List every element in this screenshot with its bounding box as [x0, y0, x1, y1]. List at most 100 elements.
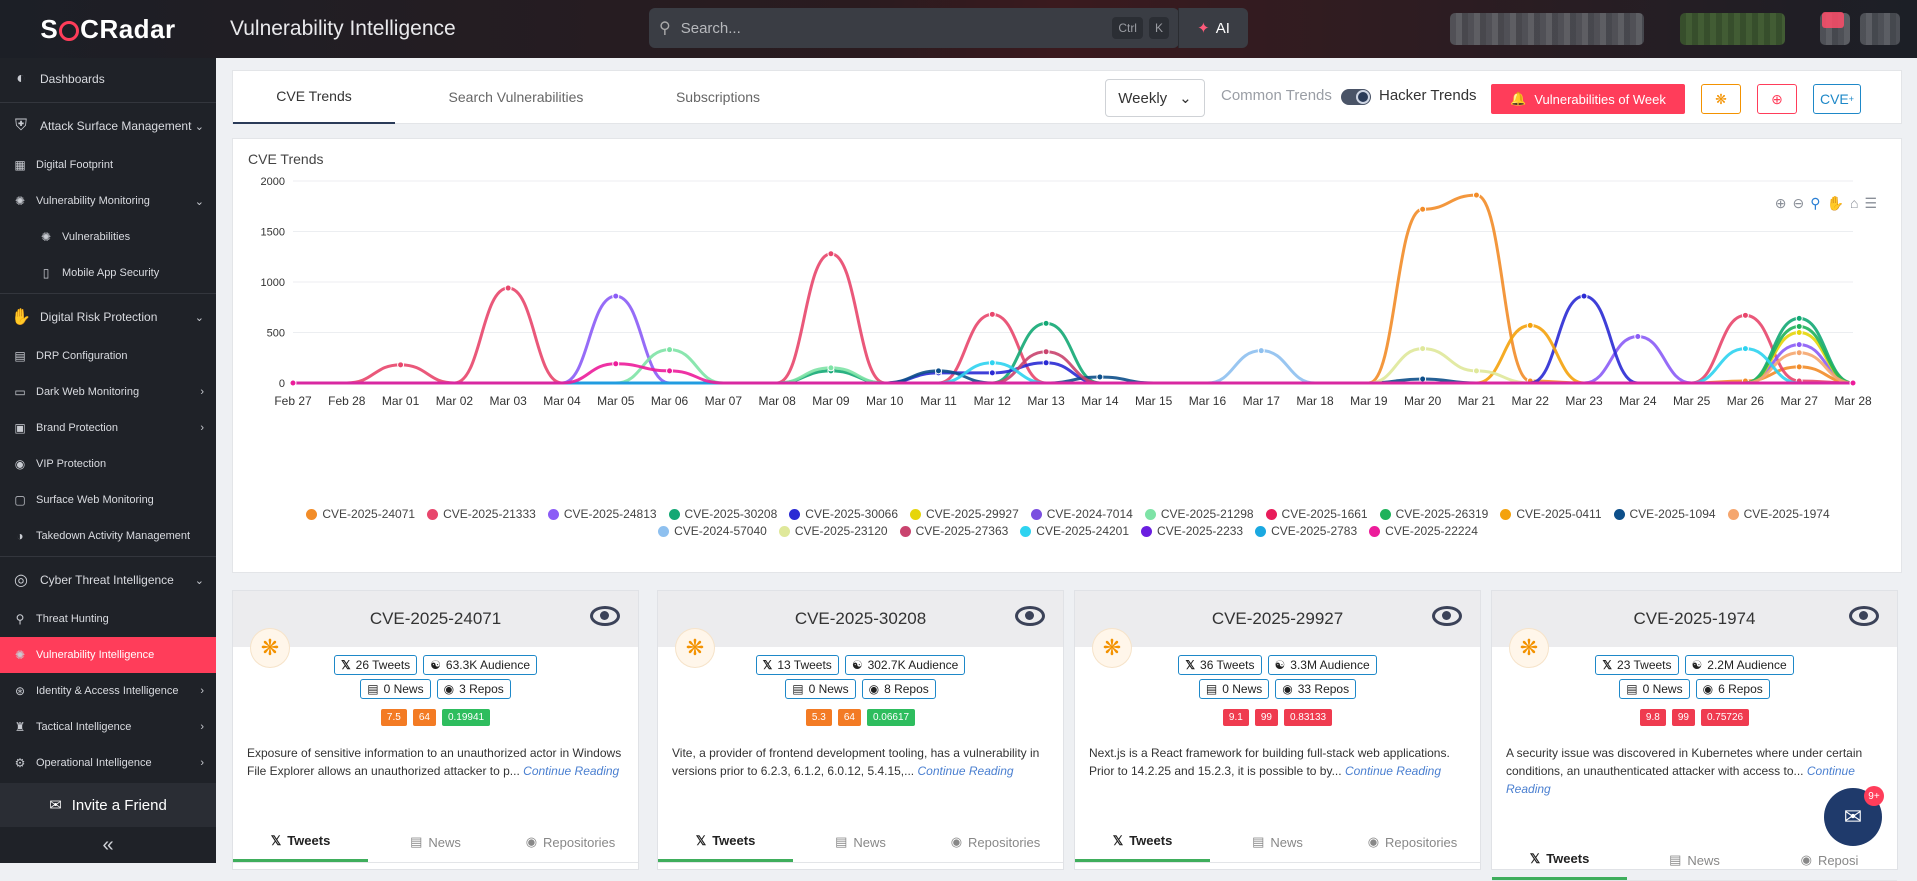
continue-reading-link[interactable]: Continue Reading	[1506, 764, 1855, 796]
tab-tweets[interactable]: 𝕏 Tweets	[233, 822, 368, 862]
repos-stat[interactable]: ◉ 3 Repos	[436, 679, 511, 699]
data-point[interactable]	[1634, 333, 1642, 341]
sidebar-item-identity-access-intelligence[interactable]: ⊛ Identity & Access Intelligence ›	[0, 673, 216, 709]
news-stat[interactable]: ▤ 0 News	[1198, 679, 1270, 699]
sidebar-item-cyber-threat-intelligence[interactable]: ◎ Cyber Threat Intelligence ⌄	[0, 559, 216, 601]
tab-tweets[interactable]: 𝕏 Tweets	[1075, 822, 1210, 862]
menu-icon[interactable]: ☰	[1864, 195, 1877, 211]
data-point[interactable]	[935, 367, 943, 375]
data-point[interactable]	[666, 367, 674, 375]
audience-stat[interactable]: ☯ 2.2M Audience	[1684, 655, 1794, 675]
data-point[interactable]	[1741, 345, 1749, 353]
data-point[interactable]	[504, 284, 512, 292]
search-input[interactable]: Search...	[680, 19, 741, 37]
data-point[interactable]	[988, 369, 996, 377]
legend-item[interactable]: CVE-2025-24071	[306, 507, 415, 521]
legend-item[interactable]: CVE-2025-29927	[910, 507, 1019, 521]
eye-icon[interactable]	[1015, 606, 1045, 626]
data-point[interactable]	[666, 346, 674, 354]
vulnerabilities-of-week-button[interactable]: 🔔 Vulnerabilities of Week	[1491, 84, 1685, 114]
legend-item[interactable]: CVE-2024-7014	[1030, 507, 1133, 521]
legend-item[interactable]: CVE-2025-1094	[1613, 507, 1716, 521]
data-point[interactable]	[612, 292, 620, 300]
add-button[interactable]: ⊕	[1757, 84, 1797, 114]
tab-subscriptions[interactable]: Subscriptions	[675, 89, 761, 105]
legend-item[interactable]: CVE-2025-30208	[668, 507, 777, 521]
data-point[interactable]	[1042, 348, 1050, 356]
invite-friend-button[interactable]: ✉ Invite a Friend	[0, 783, 216, 827]
data-point[interactable]	[827, 364, 835, 372]
data-point[interactable]	[1419, 345, 1427, 353]
cve-add-button[interactable]: CVE +	[1813, 84, 1861, 114]
tab-repositories[interactable]: ◉ Repositories	[928, 822, 1063, 862]
tab-repositories[interactable]: ◉ Repositories	[1345, 822, 1480, 862]
data-point[interactable]	[1419, 205, 1427, 213]
data-point[interactable]	[1795, 322, 1803, 330]
repos-stat[interactable]: ◉ 6 Repos	[1695, 679, 1770, 699]
period-select[interactable]: Weekly ⌄	[1105, 79, 1205, 117]
legend-item[interactable]: CVE-2025-2783	[1255, 524, 1357, 538]
sidebar-item-vip-protection[interactable]: ◉ VIP Protection	[0, 446, 216, 482]
tab-news[interactable]: ▤ News	[1210, 822, 1345, 862]
tab-news[interactable]: ▤ News	[1627, 840, 1762, 880]
data-point[interactable]	[1419, 375, 1427, 383]
data-point[interactable]	[1795, 329, 1803, 336]
series-line[interactable]	[293, 330, 1854, 385]
cve-id[interactable]: CVE-2025-30208	[794, 609, 927, 628]
tab-cve-trends[interactable]: CVE Trends	[233, 71, 395, 124]
pan-icon[interactable]: ✋	[1826, 195, 1844, 211]
sidebar-item-operational-intelligence[interactable]: ⚙ Operational Intelligence ›	[0, 745, 216, 781]
cve-card[interactable]: CVE-2025-29927 ❋ 𝕏 36 Tweets ☯ 3.3M Audien…	[1074, 590, 1481, 870]
tweets-stat[interactable]: 𝕏 23 Tweets	[1595, 655, 1679, 675]
tab-repositories[interactable]: ◉ Reposi	[1762, 840, 1897, 880]
cve-card[interactable]: CVE-2025-24071 ❋ 𝕏 26 Tweets ☯ 63.3K Audie…	[232, 590, 639, 870]
data-point[interactable]	[827, 250, 835, 258]
tab-news[interactable]: ▤ News	[368, 822, 503, 862]
sidebar-item-takedown-activity-management[interactable]: ◑ Takedown Activity Management	[0, 518, 216, 554]
data-point[interactable]	[612, 360, 620, 368]
trends-toggle[interactable]	[1341, 89, 1371, 105]
sidebar-item-vulnerability-monitoring[interactable]: ✺ Vulnerability Monitoring ⌄	[0, 183, 216, 219]
data-point[interactable]	[1042, 319, 1050, 327]
continue-reading-link[interactable]: Continue Reading	[523, 764, 620, 778]
eye-icon[interactable]	[590, 606, 620, 626]
audience-stat[interactable]: ☯ 63.3K Audience	[423, 655, 537, 675]
legend-item[interactable]: CVE-2025-0411	[1500, 507, 1602, 521]
tab-repositories[interactable]: ◉ Repositories	[503, 822, 638, 862]
avatar[interactable]	[1860, 13, 1900, 45]
sidebar-item-attack-surface-management[interactable]: ⛨ Attack Surface Management ⌄	[0, 105, 216, 147]
legend-item[interactable]: CVE-2025-21298	[1144, 507, 1254, 521]
tab-tweets[interactable]: 𝕏 Tweets	[658, 822, 793, 862]
zoom-in-icon[interactable]: ⊕	[1774, 195, 1787, 211]
tab-tweets[interactable]: 𝕏 Tweets	[1492, 840, 1627, 880]
data-point[interactable]	[1042, 359, 1050, 367]
legend-item[interactable]: CVE-2025-23120	[778, 524, 888, 538]
sidebar-item-brand-protection[interactable]: ▣ Brand Protection ›	[0, 410, 216, 446]
org-info-blurred[interactable]	[1680, 13, 1785, 45]
sidebar-item-dark-web-monitoring[interactable]: ▭ Dark Web Monitoring ›	[0, 374, 216, 410]
data-point[interactable]	[1849, 379, 1857, 387]
audience-stat[interactable]: ☯ 302.7K Audience	[844, 655, 966, 675]
ai-button[interactable]: ✦ AI	[1178, 8, 1248, 48]
legend-item[interactable]: CVE-2025-24201	[1020, 524, 1129, 538]
bug-filter-button[interactable]: ❋	[1701, 84, 1741, 114]
news-stat[interactable]: ▤ 0 News	[785, 679, 856, 699]
legend-item[interactable]: CVE-2025-24813	[547, 507, 657, 521]
data-point[interactable]	[397, 361, 405, 369]
sidebar-item-threat-hunting[interactable]: ⚲ Threat Hunting	[0, 601, 216, 637]
data-point[interactable]	[988, 359, 996, 367]
zoom-out-icon[interactable]: ⊖	[1792, 195, 1805, 211]
data-point[interactable]	[1795, 341, 1803, 349]
repos-stat[interactable]: ◉ 33 Repos	[1275, 679, 1357, 699]
repos-stat[interactable]: ◉ 8 Repos	[861, 679, 936, 699]
news-stat[interactable]: ▤ 0 News	[1619, 679, 1690, 699]
sidebar-item-vulnerability-intelligence[interactable]: ✺ Vulnerability Intelligence	[0, 637, 216, 673]
sidebar-item-digital-footprint[interactable]: ▦ Digital Footprint	[0, 147, 216, 183]
tweets-stat[interactable]: 𝕏 36 Tweets	[1178, 655, 1262, 675]
search-bar[interactable]: ⚲ Search... Ctrl K	[649, 8, 1179, 48]
cve-card[interactable]: CVE-2025-30208 ❋ 𝕏 13 Tweets ☯ 302.7K Audi…	[657, 590, 1064, 870]
tweets-stat[interactable]: 𝕏 26 Tweets	[334, 655, 418, 675]
user-info-blurred[interactable]	[1450, 13, 1644, 45]
tab-news[interactable]: ▤ News	[793, 822, 928, 862]
sidebar-item-drp-configuration[interactable]: ▤ DRP Configuration	[0, 338, 216, 374]
